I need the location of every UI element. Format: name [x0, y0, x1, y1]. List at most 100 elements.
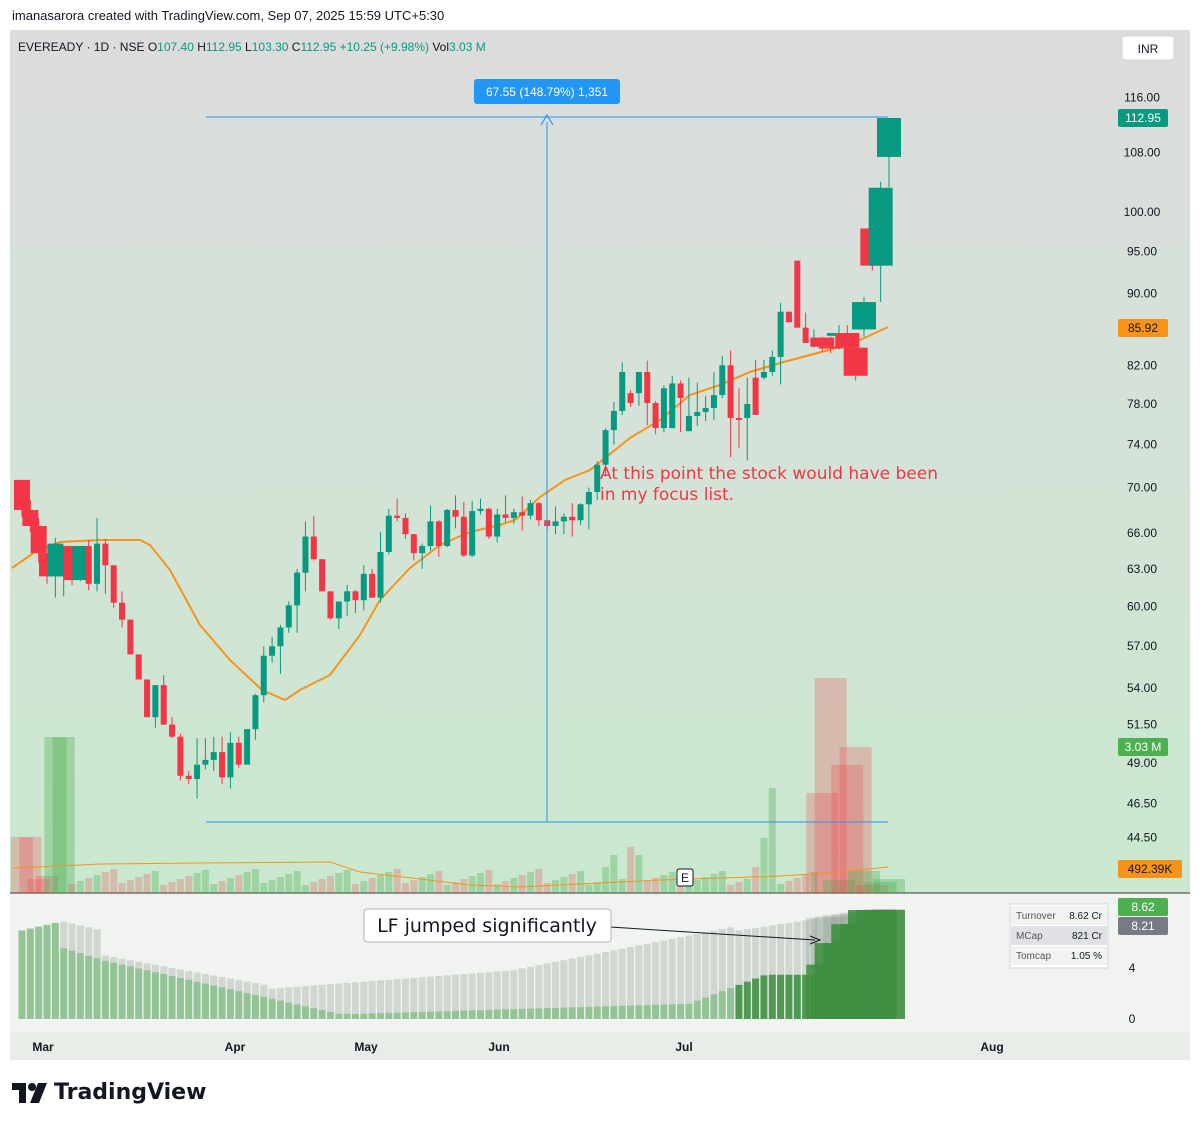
lf-grey-bar	[610, 950, 618, 1019]
lf-grey-bar	[802, 920, 810, 1019]
volume-bar	[235, 875, 243, 893]
price-axis-tick: 46.50	[1127, 797, 1157, 811]
lf-green-bar	[410, 1012, 418, 1019]
lf-green-bar	[460, 1010, 468, 1019]
candle-body	[219, 752, 226, 778]
lf-green-bar	[535, 1008, 543, 1019]
lf-grey-bar	[577, 956, 585, 1019]
lf-green-bar	[435, 1011, 443, 1019]
lf-grey-bar	[393, 979, 401, 1019]
volume-bar	[814, 678, 847, 893]
earnings-marker-box[interactable]	[676, 868, 694, 887]
volume-bar	[118, 883, 126, 893]
lf-green-bar	[201, 983, 209, 1019]
lf-green-bar	[752, 978, 760, 1019]
lf-grey-bar	[285, 987, 293, 1019]
lf-grey-bar	[18, 930, 26, 1019]
candle-body	[727, 365, 734, 418]
time-axis-label: Aug	[980, 1040, 1003, 1054]
legend-part: 3.03 M	[449, 40, 486, 54]
volume-bar	[527, 872, 535, 893]
lf-secondary-badge-box	[1118, 917, 1168, 935]
measure-arrowhead	[540, 113, 554, 126]
currency-button[interactable]	[1121, 35, 1175, 61]
lf-green-bar	[260, 996, 268, 1019]
ma-price-badge-box	[1118, 319, 1168, 337]
candle-body	[85, 545, 92, 584]
legend-part: Vol	[432, 40, 449, 54]
stats-row	[1011, 946, 1107, 965]
lf-grey-bar	[693, 933, 701, 1019]
lf-green-bar	[35, 926, 43, 1019]
lf-green-bar	[51, 922, 59, 1019]
volume-bar	[418, 877, 426, 893]
volume-bar	[435, 871, 443, 893]
candle-body	[352, 591, 359, 601]
volume-bar	[210, 884, 218, 893]
lf-grey-bar	[85, 927, 93, 1019]
candle-body	[669, 383, 676, 429]
volume-bar	[593, 882, 601, 893]
candle-body	[868, 187, 893, 266]
annotation-line-1: At this point the stock would have been	[600, 464, 938, 484]
lf-grey-bar	[485, 972, 493, 1019]
volume-bar	[743, 879, 751, 893]
lf-green-bar	[552, 1007, 560, 1019]
volume-bar	[493, 884, 501, 893]
lf-grey-bar	[502, 970, 510, 1019]
time-axis-label: May	[354, 1040, 378, 1054]
lf-grey-bar	[193, 972, 201, 1019]
lf-grey-bar	[677, 937, 685, 1019]
callout-pointer	[609, 926, 816, 941]
time-axis-label: Mar	[32, 1040, 54, 1054]
candle-body	[302, 536, 309, 573]
candle-body	[777, 311, 784, 357]
lf-grey-bar	[143, 963, 151, 1019]
candle-body	[410, 534, 417, 554]
candle-body	[710, 395, 717, 408]
volume-bar	[36, 876, 59, 893]
candle-body	[169, 724, 176, 737]
volume-bar	[768, 788, 776, 893]
stats-value: 1.05 %	[1071, 951, 1102, 962]
lf-grey-bar	[335, 983, 343, 1019]
lf-green-bar	[18, 930, 26, 1019]
volume-bar	[660, 875, 668, 893]
candle-body	[369, 573, 376, 598]
volume-bar	[44, 737, 67, 893]
lf-grey-bar	[151, 964, 159, 1019]
candle-body	[419, 545, 426, 554]
lf-grey-bar	[552, 961, 560, 1019]
lf-green-bar	[618, 1005, 626, 1019]
volume-bar	[510, 878, 518, 893]
lf-green-bar	[568, 1007, 576, 1019]
last-price-badge-box	[1118, 109, 1168, 127]
annotation-line-2: in my focus list.	[600, 485, 734, 505]
lf-green-bar	[635, 1005, 643, 1019]
volume-bar	[101, 872, 109, 893]
candle-body	[644, 371, 651, 403]
volume-bar	[752, 867, 760, 893]
candle-body	[877, 118, 901, 157]
volume-bar	[243, 872, 251, 893]
lf-green-bar	[335, 1013, 343, 1019]
volume-bar	[785, 881, 793, 893]
candle-body	[652, 402, 659, 429]
volume-bar	[393, 869, 401, 893]
lf-green-bar	[68, 950, 76, 1019]
legend-part: +10.25 (+9.98%)	[340, 40, 433, 54]
lf-green-bar	[301, 1006, 309, 1019]
callout-box	[363, 908, 612, 943]
candle-body	[485, 508, 492, 537]
legend-part: 112.95	[300, 40, 339, 54]
volume-bar	[76, 881, 84, 893]
lf-grey-bar	[93, 929, 101, 1019]
stats-row	[1011, 926, 1107, 945]
lf-green-bar	[393, 1012, 401, 1019]
candle-body	[22, 509, 39, 527]
candle-body	[160, 685, 167, 725]
lf-grey-bar	[160, 966, 168, 1019]
lf-green-bar	[485, 1009, 493, 1019]
candle-body	[110, 565, 117, 603]
